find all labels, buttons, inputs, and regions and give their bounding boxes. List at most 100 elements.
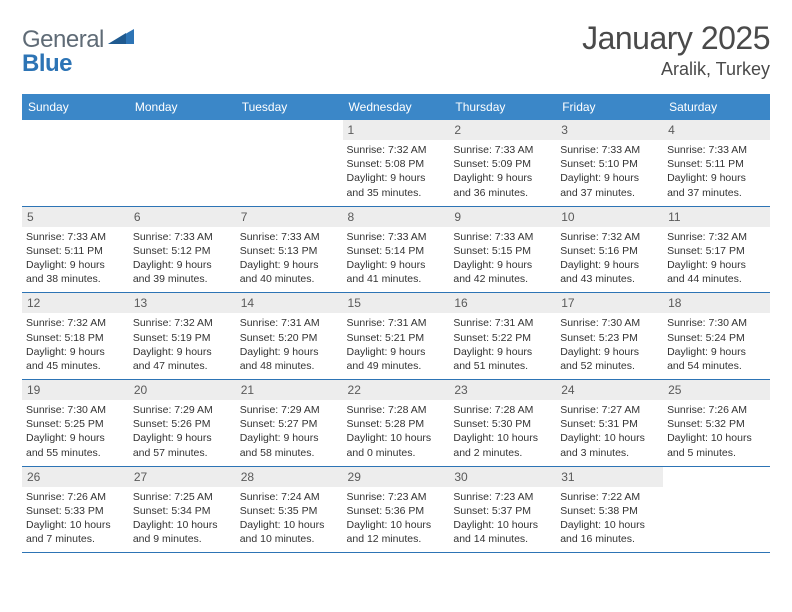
day-number: 7 [236,207,343,227]
day-detail-line: Daylight: 9 hours [560,345,659,359]
calendar-day-cell: 22Sunrise: 7:28 AMSunset: 5:28 PMDayligh… [343,380,450,467]
day-detail-line: Sunrise: 7:30 AM [560,316,659,330]
day-detail-line: Sunrise: 7:28 AM [453,403,552,417]
day-number: 21 [236,380,343,400]
day-detail-line: and 45 minutes. [26,359,125,373]
day-detail-line: Sunset: 5:32 PM [667,417,766,431]
day-detail-line: and 9 minutes. [133,532,232,546]
weekday-header: Saturday [663,94,770,120]
day-detail-line: Daylight: 9 hours [347,258,446,272]
day-detail-line: Sunrise: 7:33 AM [240,230,339,244]
day-number: 9 [449,207,556,227]
day-detail-line: and 0 minutes. [347,446,446,460]
day-detail-line: Sunrise: 7:32 AM [26,316,125,330]
day-number: 12 [22,293,129,313]
calendar-week-row: 19Sunrise: 7:30 AMSunset: 5:25 PMDayligh… [22,380,770,467]
day-detail-line: and 42 minutes. [453,272,552,286]
day-number: 6 [129,207,236,227]
day-number: 17 [556,293,663,313]
day-details: Sunrise: 7:32 AMSunset: 5:18 PMDaylight:… [26,316,125,373]
day-number: 3 [556,120,663,140]
day-details: Sunrise: 7:32 AMSunset: 5:19 PMDaylight:… [133,316,232,373]
day-details: Sunrise: 7:30 AMSunset: 5:23 PMDaylight:… [560,316,659,373]
page-header: General January 2025 Aralik, Turkey [22,20,770,80]
day-details: Sunrise: 7:27 AMSunset: 5:31 PMDaylight:… [560,403,659,460]
day-detail-line: Sunrise: 7:31 AM [347,316,446,330]
day-number: 10 [556,207,663,227]
calendar-day-cell: 9 Sunrise: 7:33 AMSunset: 5:15 PMDaylight… [449,206,556,293]
day-detail-line: Sunrise: 7:26 AM [667,403,766,417]
day-details: Sunrise: 7:28 AMSunset: 5:30 PMDaylight:… [453,403,552,460]
day-number: 16 [449,293,556,313]
day-details: Sunrise: 7:33 AMSunset: 5:14 PMDaylight:… [347,230,446,287]
calendar-week-row: 26Sunrise: 7:26 AMSunset: 5:33 PMDayligh… [22,466,770,553]
weekday-header: Wednesday [343,94,450,120]
day-details: Sunrise: 7:22 AMSunset: 5:38 PMDaylight:… [560,490,659,547]
day-number [22,120,129,140]
day-detail-line: Daylight: 9 hours [240,431,339,445]
calendar-day-cell: 24Sunrise: 7:27 AMSunset: 5:31 PMDayligh… [556,380,663,467]
day-details: Sunrise: 7:24 AMSunset: 5:35 PMDaylight:… [240,490,339,547]
day-details: Sunrise: 7:26 AMSunset: 5:33 PMDaylight:… [26,490,125,547]
day-details: Sunrise: 7:33 AMSunset: 5:15 PMDaylight:… [453,230,552,287]
day-detail-line: Daylight: 9 hours [26,258,125,272]
day-detail-line: Sunrise: 7:23 AM [347,490,446,504]
day-detail-line: Sunset: 5:35 PM [240,504,339,518]
day-detail-line: and 43 minutes. [560,272,659,286]
calendar-day-cell: 28 Sunrise: 7:24 AMSunset: 5:35 PMDayligh… [236,466,343,553]
day-detail-line: Sunrise: 7:31 AM [240,316,339,330]
day-details: Sunrise: 7:29 AMSunset: 5:26 PMDaylight:… [133,403,232,460]
calendar-day-cell: 5Sunrise: 7:33 AMSunset: 5:11 PMDaylight… [22,206,129,293]
day-detail-line: and 58 minutes. [240,446,339,460]
day-number: 31 [556,467,663,487]
day-detail-line: and 3 minutes. [560,446,659,460]
day-detail-line: Sunrise: 7:28 AM [347,403,446,417]
day-detail-line: Daylight: 9 hours [133,345,232,359]
weekday-header: Tuesday [236,94,343,120]
day-number: 22 [343,380,450,400]
day-detail-line: Sunset: 5:33 PM [26,504,125,518]
calendar-day-cell: 18Sunrise: 7:30 AMSunset: 5:24 PMDayligh… [663,293,770,380]
day-detail-line: and 52 minutes. [560,359,659,373]
day-detail-line: Sunrise: 7:33 AM [560,143,659,157]
title-block: January 2025 Aralik, Turkey [582,20,770,80]
day-detail-line: Sunrise: 7:27 AM [560,403,659,417]
calendar-day-cell: 1Sunrise: 7:32 AMSunset: 5:08 PMDaylight… [343,120,450,206]
day-number: 29 [343,467,450,487]
day-details: Sunrise: 7:25 AMSunset: 5:34 PMDaylight:… [133,490,232,547]
calendar-day-cell: 20Sunrise: 7:29 AMSunset: 5:26 PMDayligh… [129,380,236,467]
day-detail-line: Sunset: 5:34 PM [133,504,232,518]
day-detail-line: Sunrise: 7:32 AM [133,316,232,330]
day-detail-line: Sunset: 5:20 PM [240,331,339,345]
day-detail-line: Sunset: 5:09 PM [453,157,552,171]
day-detail-line: Sunset: 5:11 PM [26,244,125,258]
calendar-day-cell: 19Sunrise: 7:30 AMSunset: 5:25 PMDayligh… [22,380,129,467]
day-detail-line: Daylight: 9 hours [240,345,339,359]
calendar-day-cell: 7Sunrise: 7:33 AMSunset: 5:13 PMDaylight… [236,206,343,293]
day-number: 30 [449,467,556,487]
weekday-header-row: Sunday Monday Tuesday Wednesday Thursday… [22,94,770,120]
calendar-day-cell: 21Sunrise: 7:29 AMSunset: 5:27 PMDayligh… [236,380,343,467]
month-title: January 2025 [582,20,770,57]
day-number [236,120,343,140]
brand-logo: General [22,20,137,54]
day-detail-line: and 2 minutes. [453,446,552,460]
day-number: 28 [236,467,343,487]
day-number: 18 [663,293,770,313]
day-detail-line: Daylight: 9 hours [26,431,125,445]
calendar-day-cell: 25Sunrise: 7:26 AMSunset: 5:32 PMDayligh… [663,380,770,467]
day-detail-line: Sunset: 5:31 PM [560,417,659,431]
day-detail-line: Sunset: 5:23 PM [560,331,659,345]
day-detail-line: Sunrise: 7:24 AM [240,490,339,504]
day-detail-line: Sunset: 5:21 PM [347,331,446,345]
day-detail-line: and 41 minutes. [347,272,446,286]
day-details: Sunrise: 7:33 AMSunset: 5:11 PMDaylight:… [26,230,125,287]
weekday-header: Sunday [22,94,129,120]
day-detail-line: Daylight: 10 hours [453,431,552,445]
day-detail-line: and 14 minutes. [453,532,552,546]
calendar-day-cell: 3Sunrise: 7:33 AMSunset: 5:10 PMDaylight… [556,120,663,206]
day-detail-line: Daylight: 9 hours [347,345,446,359]
calendar-table: Sunday Monday Tuesday Wednesday Thursday… [22,94,770,553]
day-number: 27 [129,467,236,487]
day-detail-line: Daylight: 9 hours [560,171,659,185]
